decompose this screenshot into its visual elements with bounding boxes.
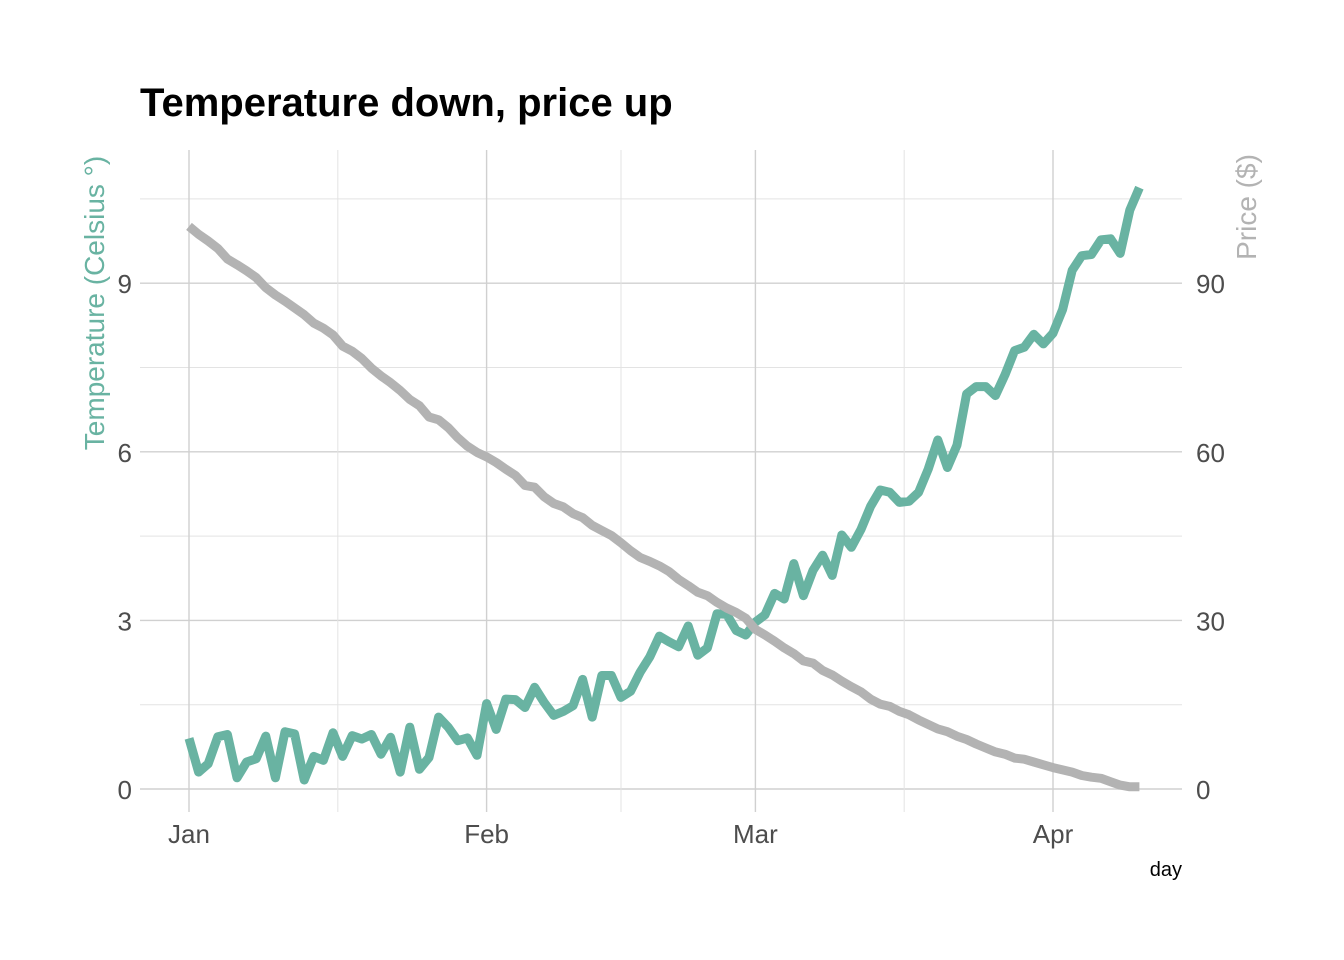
left-tick-label: 3	[118, 606, 132, 636]
left-axis-label: Temperature (Celsius °)	[79, 156, 110, 450]
left-tick-label: 0	[118, 775, 132, 805]
right-axis-ticks: 0 30 60 90	[1196, 269, 1225, 805]
x-tick-label: Apr	[1033, 819, 1074, 849]
right-tick-label: 90	[1196, 269, 1225, 299]
right-tick-label: 0	[1196, 775, 1210, 805]
chart-title: Temperature down, price up	[140, 81, 673, 125]
grid	[140, 150, 1182, 812]
x-axis-ticks: Jan Feb Mar Apr	[168, 819, 1074, 849]
left-axis-ticks: 0 3 6 9	[118, 269, 132, 805]
left-tick-label: 6	[118, 438, 132, 468]
x-axis-label: day	[1150, 859, 1182, 881]
right-tick-label: 60	[1196, 438, 1225, 468]
temperature-line	[184, 185, 1144, 785]
price-line	[186, 222, 1140, 792]
series-layer	[184, 185, 1144, 792]
right-tick-label: 30	[1196, 606, 1225, 636]
x-tick-label: Jan	[168, 819, 210, 849]
x-tick-label: Feb	[464, 819, 509, 849]
x-tick-label: Mar	[733, 819, 778, 849]
right-axis-label: Price ($)	[1231, 154, 1262, 260]
left-tick-label: 9	[118, 269, 132, 299]
